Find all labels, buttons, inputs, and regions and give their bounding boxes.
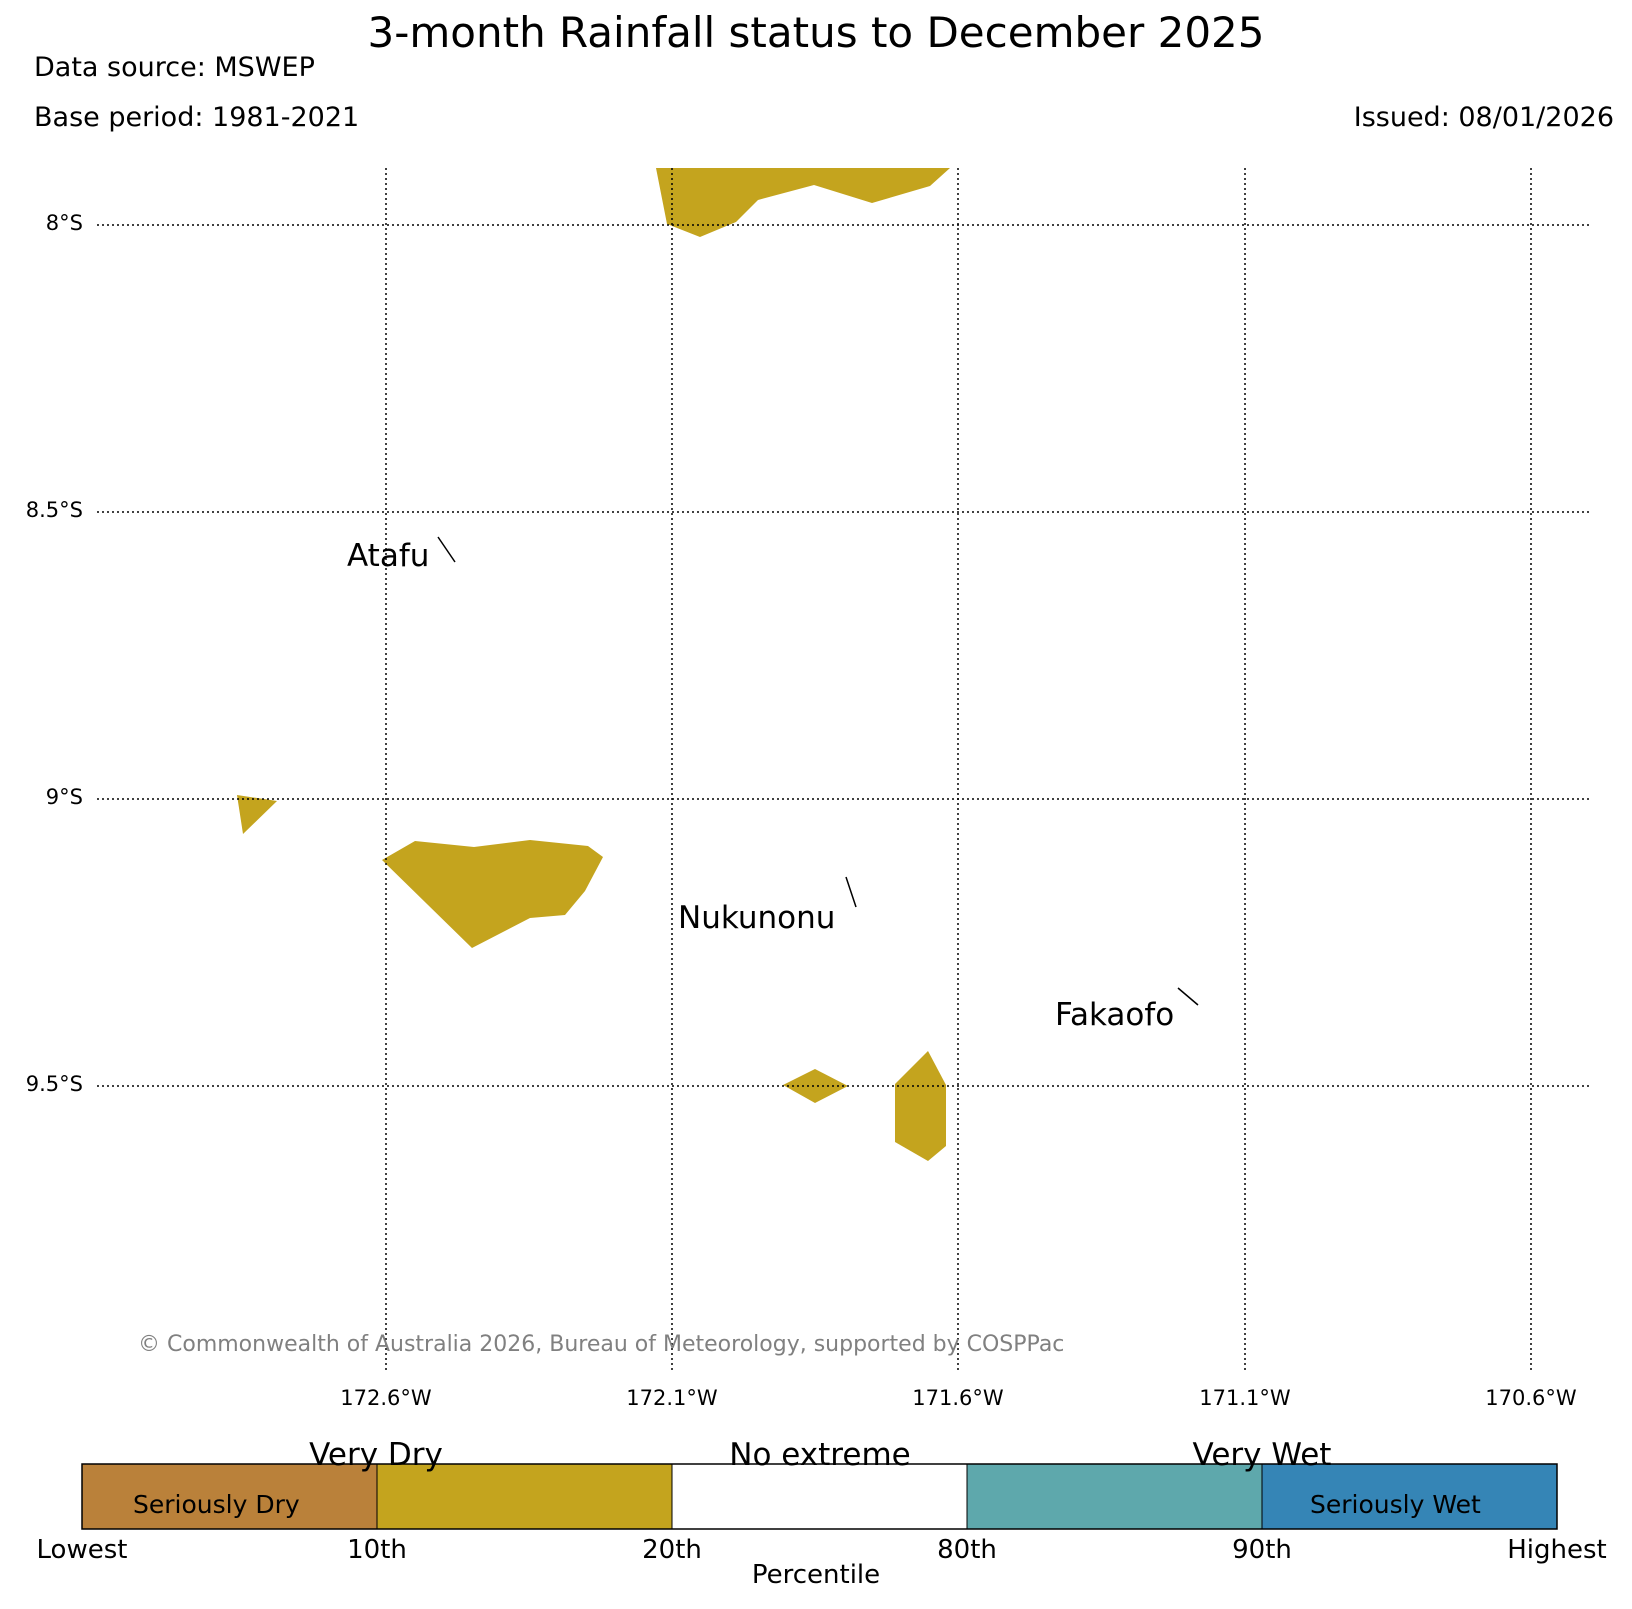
longitude-gridlines — [385, 168, 1532, 1372]
dry-region-west-small — [237, 795, 277, 834]
latitude-gridlines — [97, 224, 1592, 1087]
data-source-label: Data source: MSWEP — [34, 52, 315, 83]
legend-very-dry-swatch — [377, 1464, 672, 1529]
lon-label-172-6w: 172.6°W — [340, 1386, 432, 1410]
legend-seriously-dry-swatch — [82, 1464, 377, 1529]
copyright-notice: © Commonwealth of Australia 2026, Bureau… — [138, 1332, 1065, 1357]
base-period-label: Base period: 1981-2021 — [34, 102, 360, 133]
legend-axis-label: Percentile — [751, 1560, 881, 1590]
lon-label-172-1w: 172.1°W — [626, 1386, 718, 1410]
lon-label-170-6w: 170.6°W — [1485, 1386, 1577, 1410]
dry-region-south-east — [895, 1051, 946, 1161]
island-markers — [437, 536, 1199, 1006]
legend-tick-lowest: Lowest — [36, 1535, 128, 1565]
legend-label-seriously-dry: Seriously Dry — [133, 1490, 300, 1519]
place-label-atafu: Atafu — [347, 538, 430, 574]
legend-tick-20th: 20th — [642, 1535, 702, 1565]
legend-tick-10th: 10th — [347, 1535, 407, 1565]
fakaofo-marker — [1177, 987, 1199, 1006]
legend-colorbar — [81, 1463, 1558, 1530]
legend-very-wet-swatch — [967, 1464, 1262, 1529]
legend-border — [81, 1463, 1558, 1530]
legend-tick-80th: 80th — [937, 1535, 997, 1565]
lon-label-171-1w: 171.1°W — [1199, 1386, 1291, 1410]
legend-label-seriously-wet: Seriously Wet — [1310, 1490, 1481, 1519]
dry-region-west-large — [382, 840, 603, 948]
lat-label-8-5s: 8.5°S — [25, 498, 83, 522]
dry-region-south-small — [783, 1069, 848, 1103]
lat-label-9-5s: 9.5°S — [25, 1072, 83, 1096]
lat-label-9s: 9°S — [45, 785, 83, 809]
legend-no-extreme-swatch — [672, 1464, 967, 1529]
lon-label-171-6w: 171.6°W — [912, 1386, 1004, 1410]
lat-label-8s: 8°S — [45, 211, 83, 235]
issued-date-label: Issued: 08/01/2026 — [1353, 102, 1614, 133]
very-dry-regions — [237, 168, 950, 1161]
legend-seriously-wet-swatch — [1262, 1464, 1557, 1529]
map-title: 3-month Rainfall status to December 2025 — [367, 8, 1265, 57]
legend-tick-highest: Highest — [1507, 1535, 1607, 1565]
legend-label-no-extreme: No extreme — [729, 1437, 911, 1473]
nukunonu-marker — [845, 876, 857, 908]
place-label-fakaofo: Fakaofo — [1055, 997, 1175, 1033]
atafu-marker — [437, 536, 456, 563]
legend-label-very-wet: Very Wet — [1192, 1437, 1332, 1473]
dry-region-north — [656, 168, 950, 237]
place-label-nukunonu: Nukunonu — [678, 900, 836, 936]
legend-tick-90th: 90th — [1232, 1535, 1292, 1565]
legend-label-very-dry: Very Dry — [309, 1437, 443, 1473]
